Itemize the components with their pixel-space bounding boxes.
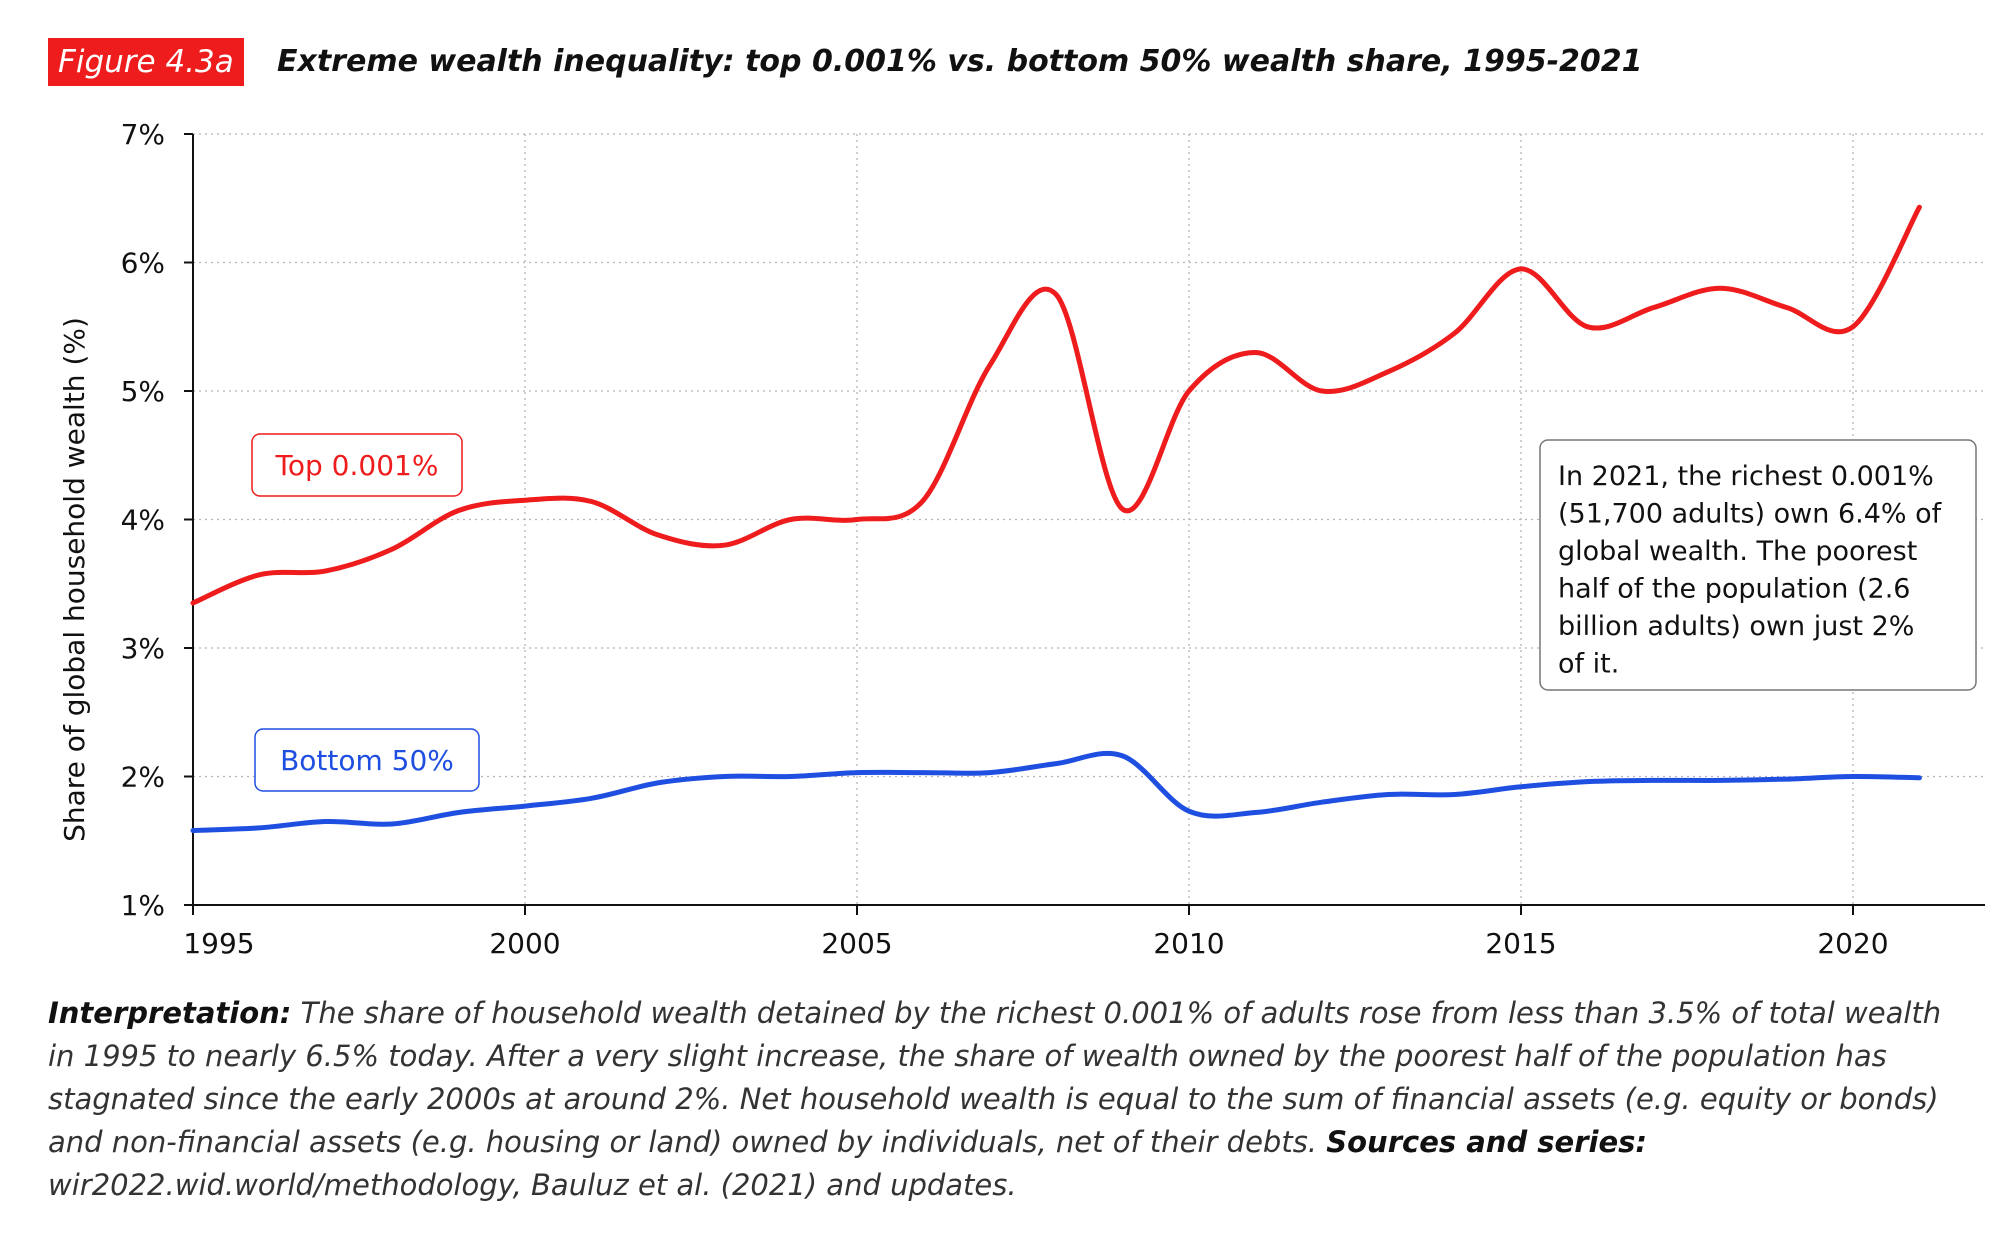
annotation-box: In 2021, the richest 0.001% (51,700 adult…	[1539, 439, 1977, 691]
series-labels: Top 0.001% Bottom 50%	[251, 433, 480, 792]
y-tick-label: 5%	[121, 375, 165, 408]
x-tick-label: 2015	[1485, 927, 1556, 960]
top-0001-label-box	[251, 433, 463, 497]
y-axis-title: Share of global household wealth (%)	[58, 317, 91, 842]
annotation-line: In 2021, the richest 0.001%	[1558, 461, 1934, 492]
annotation-line: half of the population (2.6	[1558, 574, 1910, 605]
annotation-line: billion adults) own just 2%	[1558, 611, 1914, 642]
annotation-text: In 2021, the richest 0.001% (51,700 adult…	[1558, 461, 1943, 680]
x-tick-label: 2005	[821, 927, 892, 960]
y-tick-label: 3%	[121, 632, 165, 665]
annotation-line: of it.	[1558, 649, 1619, 680]
bottom-50-label-box	[254, 728, 480, 792]
series-lines	[190, 204, 1922, 833]
sources-label: Sources and series:	[1326, 1125, 1647, 1159]
top-0001-legend-label: Top 0.001%	[275, 449, 439, 482]
y-tick-label: 1%	[121, 889, 165, 922]
x-tick-label: 1995	[183, 927, 254, 960]
annotation-frame	[1539, 439, 1977, 691]
bottom-50-series-line	[190, 750, 1922, 833]
top-0001-series-line	[190, 204, 1922, 606]
annotation-line: global wealth. The poorest	[1558, 536, 1917, 567]
x-tick-label: 2000	[489, 927, 560, 960]
interpretation-note: Interpretation: The share of household w…	[48, 992, 1948, 1207]
x-tick-label: 2020	[1817, 927, 1888, 960]
bottom-50-legend-label: Bottom 50%	[280, 744, 454, 777]
interpretation-text: The share of household wealth detained b…	[48, 996, 1942, 1159]
line-chart: 1% 2% 3% 4% 5% 6% 7% 1995 2000 2005 2010 2015 2020 Sh…	[58, 118, 1985, 960]
x-tick-label: 2010	[1153, 927, 1224, 960]
sources-text: wir2022.wid.world/methodology, Bauluz et…	[48, 1168, 1017, 1202]
annotation-line: (51,700 adults) own 6.4% of	[1558, 499, 1943, 530]
y-tick-label: 7%	[121, 118, 165, 151]
y-tick-label: 4%	[121, 504, 165, 537]
figure-label-badge: Figure 4.3a	[48, 38, 244, 86]
y-tick-label: 2%	[121, 761, 165, 794]
interpretation-label: Interpretation:	[48, 996, 292, 1030]
y-tick-label: 6%	[121, 247, 165, 280]
figure-title: Extreme wealth inequality: top 0.001% vs…	[277, 44, 1643, 79]
axes: 1% 2% 3% 4% 5% 6% 7% 1995 2000 2005 2010 2015 2020 Sh…	[58, 118, 1985, 960]
